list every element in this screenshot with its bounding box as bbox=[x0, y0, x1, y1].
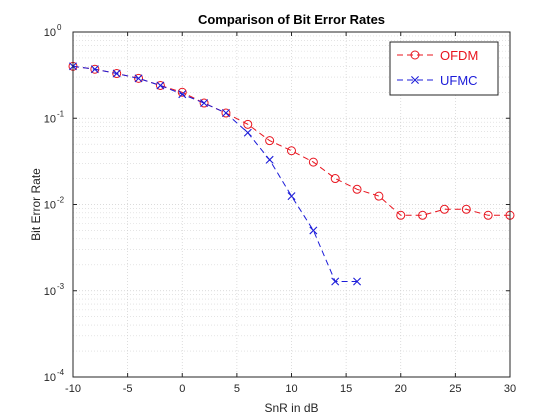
x-axis-label: SnR in dB bbox=[264, 401, 318, 415]
chart-title: Comparison of Bit Error Rates bbox=[198, 12, 385, 27]
grid bbox=[72, 31, 511, 378]
data-point bbox=[330, 174, 340, 184]
x-tick-label: -5 bbox=[123, 383, 133, 395]
y-tick-exponent: 0 bbox=[57, 23, 62, 32]
data-point bbox=[134, 73, 144, 83]
data-point bbox=[134, 74, 143, 83]
data-point bbox=[287, 146, 296, 156]
data-point bbox=[221, 109, 230, 118]
data-point bbox=[200, 99, 209, 108]
y-tick-exponent: -3 bbox=[57, 282, 65, 291]
x-tick-label: 20 bbox=[395, 383, 407, 395]
legend-label: OFDM bbox=[440, 48, 478, 63]
data-point bbox=[308, 157, 318, 167]
y-tick-label: 10 bbox=[44, 27, 56, 39]
x-tick-label: 30 bbox=[504, 383, 516, 395]
data-point bbox=[112, 69, 121, 78]
data-point bbox=[374, 191, 384, 201]
data-point bbox=[439, 204, 449, 214]
data-point bbox=[90, 65, 99, 74]
y-tick-label: 10 bbox=[44, 372, 56, 384]
y-tick-label: 10 bbox=[44, 286, 56, 298]
legend: OFDM UFMC bbox=[389, 41, 499, 96]
legend-entry-ufmc: UFMC bbox=[397, 73, 478, 88]
data-point bbox=[483, 210, 493, 220]
data-point bbox=[112, 69, 122, 79]
data-point bbox=[243, 128, 252, 137]
series-line bbox=[72, 65, 358, 282]
data-point bbox=[199, 98, 209, 108]
y-tick-exponent: -4 bbox=[57, 368, 65, 377]
series-ufmc bbox=[69, 62, 362, 286]
x-tick-label: -10 bbox=[65, 383, 81, 395]
y-tick-exponent: -1 bbox=[57, 109, 65, 118]
data-point bbox=[353, 277, 362, 286]
y-tick-label: 10 bbox=[44, 113, 56, 125]
data-point bbox=[265, 155, 274, 164]
data-point bbox=[396, 210, 406, 220]
data-point bbox=[461, 204, 471, 214]
legend-entry-ofdm: OFDM bbox=[397, 48, 478, 63]
x-tick-label: 5 bbox=[234, 383, 240, 395]
legend-box bbox=[389, 41, 499, 96]
data-point bbox=[352, 184, 362, 194]
data-point bbox=[243, 119, 253, 129]
data-point bbox=[155, 80, 165, 90]
data-point bbox=[265, 136, 275, 146]
x-tick-label: 0 bbox=[179, 383, 185, 395]
data-point bbox=[411, 76, 419, 84]
data-point bbox=[287, 192, 296, 201]
legend-label: UFMC bbox=[440, 73, 478, 88]
x-tick-label: 10 bbox=[285, 383, 297, 395]
data-point bbox=[156, 81, 165, 90]
data-point bbox=[221, 108, 231, 118]
data-point bbox=[309, 226, 318, 235]
x-tick-label: 15 bbox=[340, 383, 352, 395]
y-tick-exponent: -2 bbox=[57, 196, 65, 205]
data-point bbox=[418, 210, 428, 220]
y-axis-label: Bit Error Rate bbox=[29, 168, 43, 241]
y-tick-label: 10 bbox=[44, 200, 56, 212]
x-tick-label: 25 bbox=[449, 383, 461, 395]
data-point bbox=[410, 50, 420, 60]
data-point bbox=[331, 277, 340, 286]
data-point bbox=[90, 64, 100, 74]
data-point bbox=[177, 87, 187, 97]
data-point bbox=[178, 90, 187, 99]
